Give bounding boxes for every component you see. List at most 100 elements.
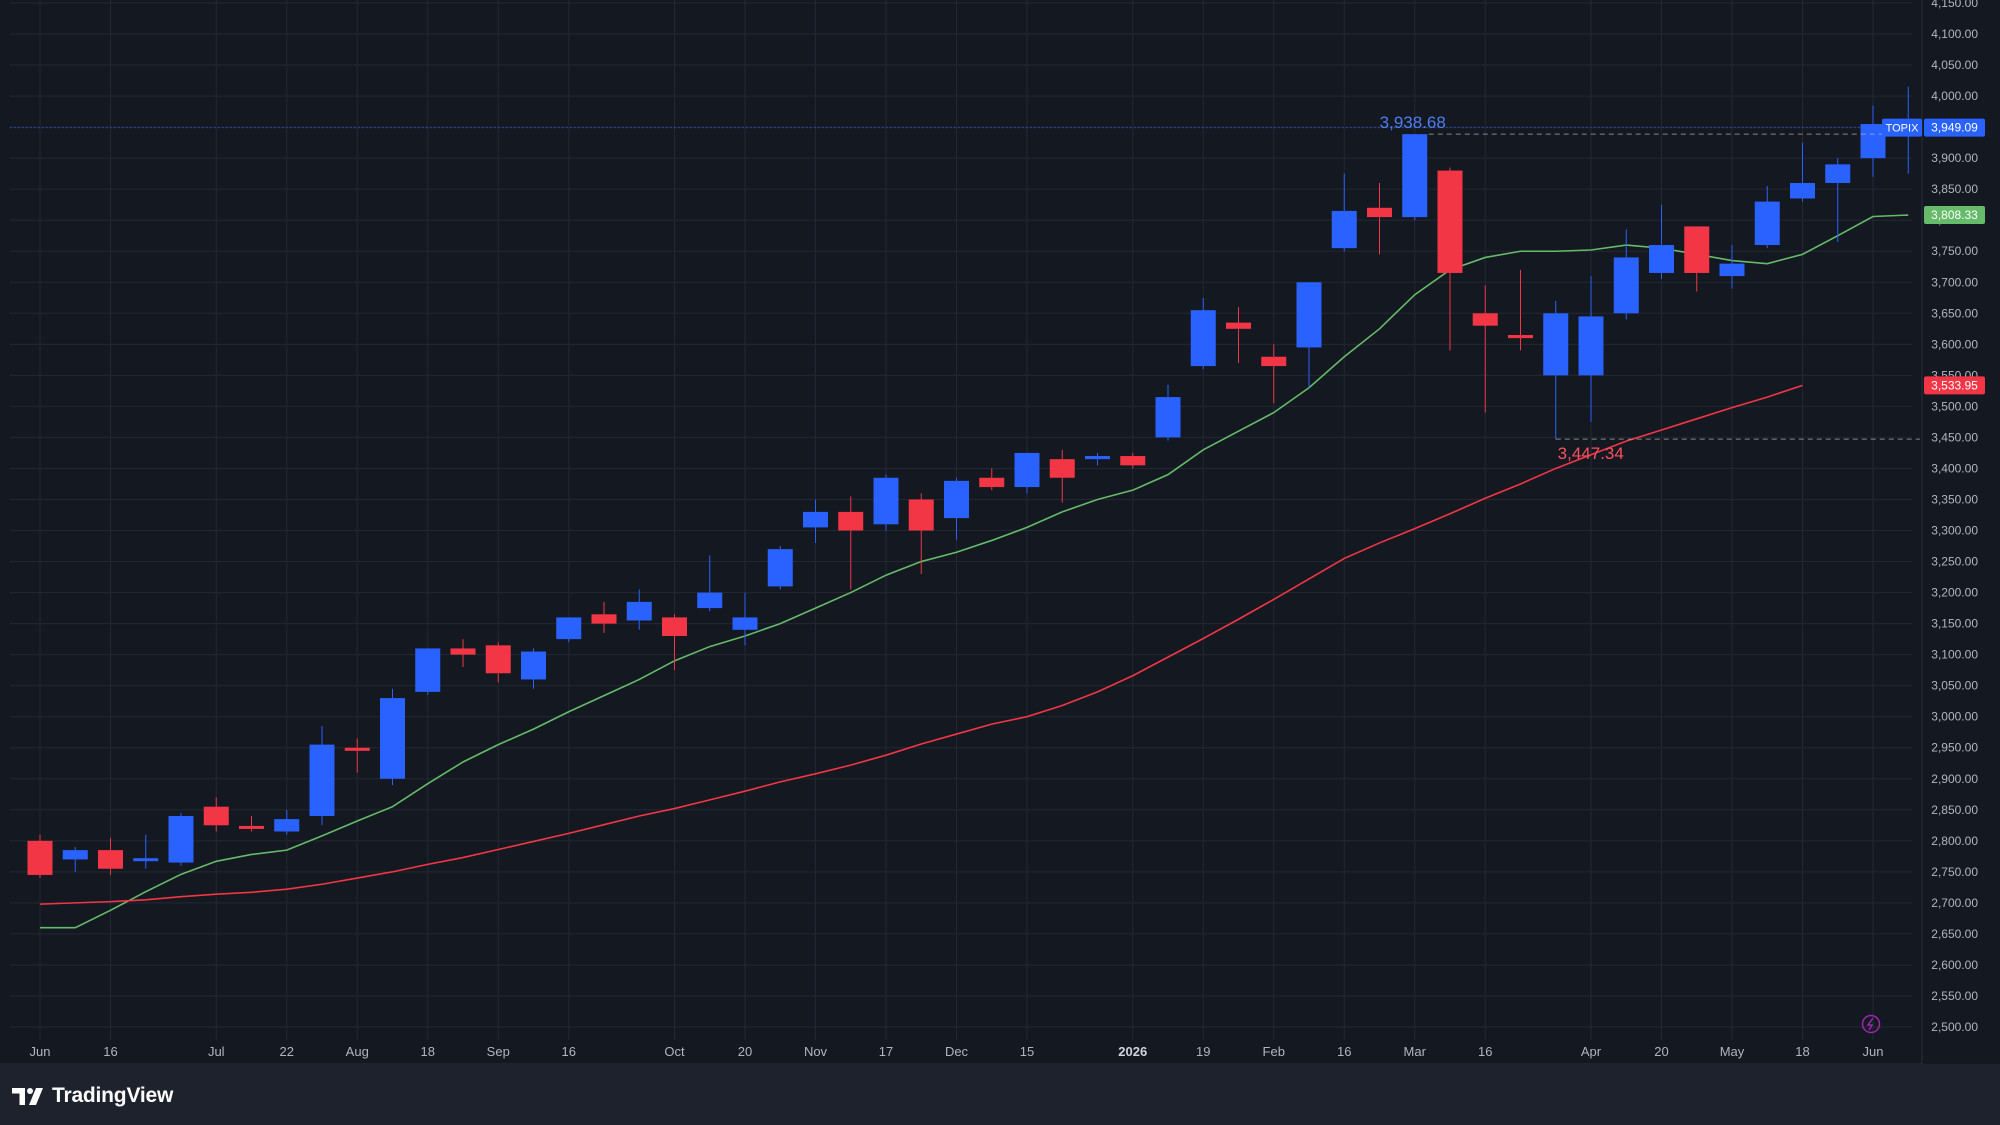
candle-up [1331,173,1357,252]
candle-down [1508,269,1533,351]
candle-body [556,617,582,640]
price-tick-label: 3,600.00 [1931,337,1978,351]
time-tick-label: 22 [280,1044,294,1059]
price-label-text: 3,808.33 [1931,208,1978,222]
time-tick-label: 20 [1654,1044,1668,1059]
candle-down [838,496,864,590]
price-tick-label: 3,050.00 [1931,679,1978,693]
candle-up [1543,300,1569,440]
candle-body [908,499,934,531]
price-tick-label: 3,200.00 [1931,586,1978,600]
candle-body [1508,335,1533,339]
candle-up [309,726,335,826]
candle-body [98,850,123,869]
candle-up [556,617,582,643]
price-tick-label: 3,650.00 [1931,306,1978,320]
candle-up [1190,297,1216,370]
brand-logo[interactable]: TradingView [12,1084,173,1108]
candle-down [485,642,511,683]
price-labels: 3,949.09 TOPIX 3,808.33 3,533.95 [1882,118,1985,395]
price-label: 3,533.95 [1924,376,1985,395]
price-tick-label: 2,850.00 [1931,803,1978,817]
time-tick-label: 16 [1478,1044,1492,1059]
price-tick-label: 4,000.00 [1931,89,1978,103]
price-tick-label: 4,100.00 [1931,27,1978,41]
candle-up [415,648,441,695]
candle-up [1754,186,1780,249]
candle-up [1825,158,1851,242]
candle-up [873,474,899,531]
price-tick-label: 2,750.00 [1931,865,1978,879]
price-label-box [1924,118,1985,137]
candle-up [168,812,194,866]
candle-up [1014,452,1040,494]
candle-body [1296,282,1322,348]
price-tick-label: 2,700.00 [1931,896,1978,910]
candle-up [1155,384,1181,441]
price-tick-label: 4,150.00 [1931,0,1978,10]
price-tick-label: 3,300.00 [1931,524,1978,538]
candle-body [1613,257,1639,314]
candle-body [591,614,617,624]
candle-down [344,738,370,773]
candle-body [1578,316,1604,376]
candle-body [1472,313,1498,326]
candle-body [979,477,1005,488]
candle-down [1120,452,1146,469]
candle-body [1226,322,1251,329]
candle-body [1367,207,1392,218]
candle-up [944,477,969,540]
candle-up [380,688,405,785]
time-tick-label: Jun [1863,1044,1884,1059]
candle-up [1578,276,1604,422]
candle-up [767,546,793,590]
candle-body [1120,456,1146,466]
candle-down [979,468,1005,491]
time-tick-label: 16 [562,1044,576,1059]
candle-up [62,847,88,872]
time-tick-label: Mar [1404,1044,1427,1059]
tradingview-logo-icon [12,1087,43,1105]
time-axis[interactable]: Jun 16 Jul 22 Aug 18 Sep 16 Oct 20 Nov 17 Dec 15 2026 1… [0,1044,1922,1064]
candle-body [168,815,194,863]
price-tick-label: 4,050.00 [1931,58,1978,72]
time-tick-label: Dec [945,1044,969,1059]
candle-down [1472,285,1498,413]
price-axis[interactable]: 2,500.00 2,550.00 2,600.00 2,650.00 2,700.00… [1921,0,1978,1064]
symbol-tag: TOPIX [1886,123,1919,135]
candle-body [662,617,687,637]
high-label: 3,938.68 [1380,113,1446,132]
candle-up [521,648,546,689]
candle-down [450,639,476,668]
candle-body [1085,456,1110,460]
candle-body [1825,164,1851,183]
candles [27,86,1921,879]
candle-body [380,698,405,779]
price-tick-label: 3,150.00 [1931,617,1978,631]
time-tick-label: Jul [208,1044,225,1059]
footer-bar [0,1064,2000,1125]
time-tick-label: 18 [1795,1044,1809,1059]
grid [10,0,1912,1040]
candle-up [1613,229,1639,320]
candle-body [1331,210,1357,249]
candle-up [1402,134,1428,221]
time-tick-label: 19 [1196,1044,1210,1059]
chart-pane[interactable]: 3,938.68 3,447.34 2,500.00 2,550.00 2,600.0… [0,0,2000,1064]
candle-body [203,806,229,826]
price-tick-label: 3,000.00 [1931,710,1978,724]
time-tick-label: 2026 [1118,1044,1147,1059]
chart-settings-icon[interactable] [1861,1014,1881,1034]
candle-down [908,493,934,574]
candle-up [1296,282,1322,388]
candle-up [697,555,723,612]
price-label-box [1924,376,1985,395]
brand-name: TradingView [52,1084,174,1107]
time-tick-label: Sep [487,1044,510,1059]
candlestick-chart[interactable]: 3,938.68 3,447.34 2,500.00 2,550.00 2,600.0… [0,0,2000,1064]
time-tick-label: Jun [30,1044,51,1059]
candle-body [1649,245,1674,273]
annotations: 3,938.68 3,447.34 [10,113,1920,463]
candle-body [27,840,53,875]
candle-body [1155,397,1181,438]
